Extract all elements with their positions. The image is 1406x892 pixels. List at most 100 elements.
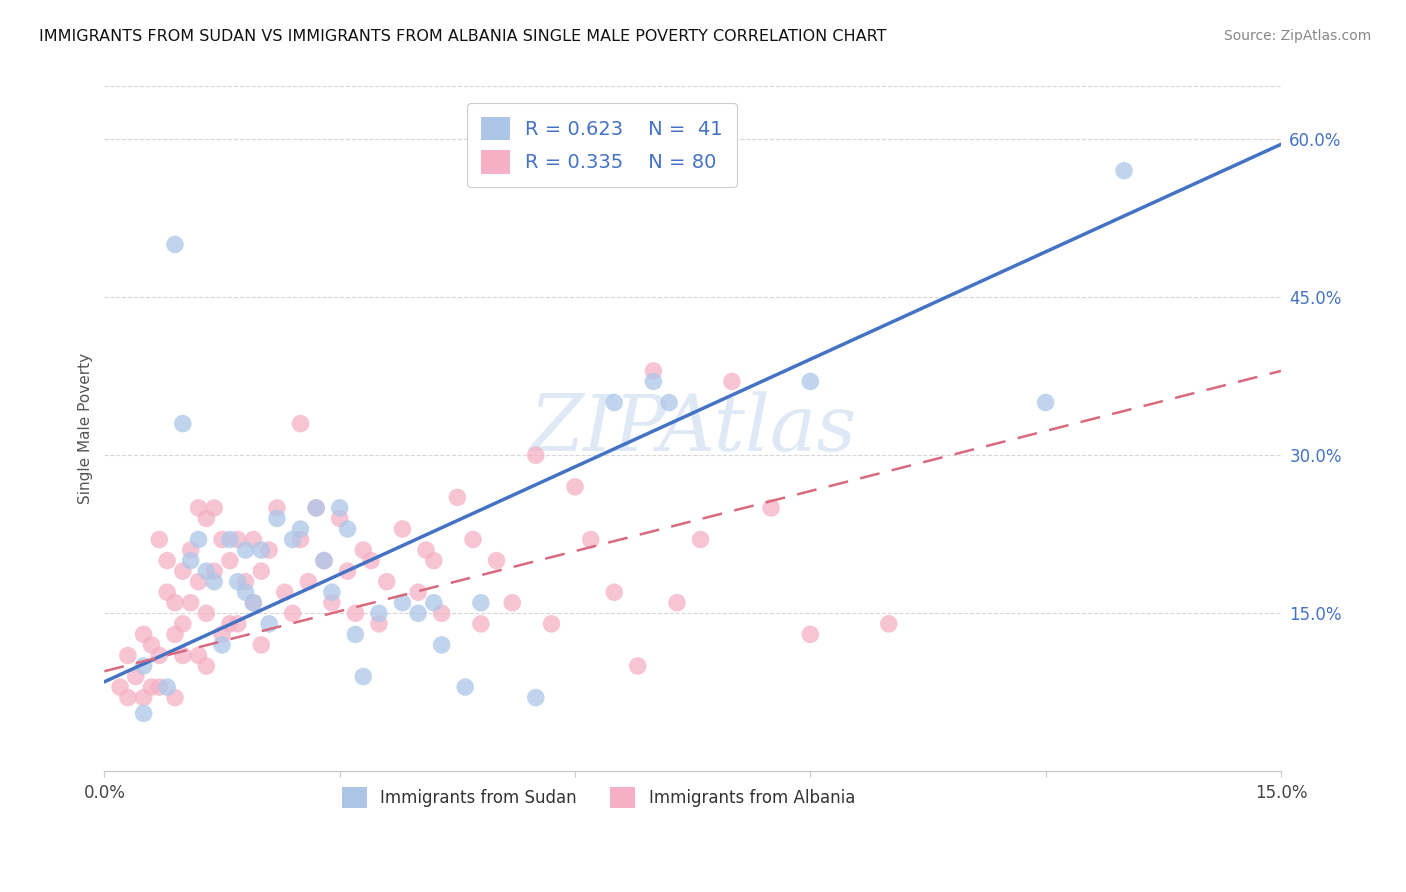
- Point: [336, 564, 359, 578]
- Point: [257, 616, 280, 631]
- Point: [312, 553, 335, 567]
- Point: [430, 607, 453, 621]
- Point: [257, 543, 280, 558]
- Point: [235, 585, 257, 599]
- Point: [195, 659, 218, 673]
- Point: [219, 616, 242, 631]
- Point: [461, 533, 484, 547]
- Point: [305, 500, 328, 515]
- Point: [415, 543, 437, 558]
- Point: [195, 564, 218, 578]
- Point: [156, 553, 179, 567]
- Point: [202, 564, 225, 578]
- Point: [423, 596, 446, 610]
- Legend: Immigrants from Sudan, Immigrants from Albania: Immigrants from Sudan, Immigrants from A…: [336, 780, 862, 814]
- Point: [336, 522, 359, 536]
- Point: [108, 680, 131, 694]
- Point: [643, 364, 665, 378]
- Point: [202, 574, 225, 589]
- Point: [454, 680, 477, 694]
- Point: [665, 596, 688, 610]
- Point: [540, 616, 562, 631]
- Point: [274, 585, 297, 599]
- Point: [290, 533, 312, 547]
- Point: [603, 585, 626, 599]
- Point: [163, 237, 186, 252]
- Point: [226, 574, 249, 589]
- Point: [297, 574, 319, 589]
- Point: [132, 706, 155, 721]
- Point: [235, 574, 257, 589]
- Point: [321, 585, 343, 599]
- Point: [643, 375, 665, 389]
- Point: [125, 669, 148, 683]
- Point: [1112, 163, 1135, 178]
- Point: [250, 543, 273, 558]
- Point: [235, 543, 257, 558]
- Point: [564, 480, 586, 494]
- Y-axis label: Single Male Poverty: Single Male Poverty: [79, 353, 93, 505]
- Point: [360, 553, 382, 567]
- Point: [446, 491, 468, 505]
- Point: [658, 395, 681, 409]
- Point: [156, 680, 179, 694]
- Point: [219, 553, 242, 567]
- Point: [187, 500, 209, 515]
- Point: [163, 596, 186, 610]
- Point: [352, 543, 374, 558]
- Point: [242, 533, 264, 547]
- Point: [226, 533, 249, 547]
- Point: [391, 522, 413, 536]
- Point: [406, 607, 429, 621]
- Point: [329, 500, 352, 515]
- Point: [406, 585, 429, 599]
- Point: [877, 616, 900, 631]
- Point: [470, 596, 492, 610]
- Point: [423, 553, 446, 567]
- Point: [344, 627, 367, 641]
- Point: [242, 596, 264, 610]
- Point: [172, 648, 194, 663]
- Point: [603, 395, 626, 409]
- Point: [344, 607, 367, 621]
- Point: [367, 607, 389, 621]
- Point: [141, 680, 163, 694]
- Point: [305, 500, 328, 515]
- Point: [180, 553, 202, 567]
- Point: [211, 627, 233, 641]
- Point: [180, 596, 202, 610]
- Text: Source: ZipAtlas.com: Source: ZipAtlas.com: [1223, 29, 1371, 43]
- Point: [266, 511, 288, 525]
- Point: [352, 669, 374, 683]
- Point: [721, 375, 744, 389]
- Point: [180, 543, 202, 558]
- Point: [281, 533, 304, 547]
- Point: [430, 638, 453, 652]
- Point: [132, 690, 155, 705]
- Point: [312, 553, 335, 567]
- Point: [211, 533, 233, 547]
- Point: [524, 690, 547, 705]
- Point: [163, 627, 186, 641]
- Point: [501, 596, 523, 610]
- Point: [329, 511, 352, 525]
- Point: [290, 522, 312, 536]
- Point: [367, 616, 389, 631]
- Point: [141, 638, 163, 652]
- Point: [187, 648, 209, 663]
- Point: [202, 500, 225, 515]
- Point: [250, 564, 273, 578]
- Point: [242, 596, 264, 610]
- Point: [172, 616, 194, 631]
- Point: [172, 417, 194, 431]
- Point: [195, 607, 218, 621]
- Point: [156, 585, 179, 599]
- Point: [117, 648, 139, 663]
- Point: [250, 638, 273, 652]
- Point: [391, 596, 413, 610]
- Point: [266, 500, 288, 515]
- Point: [485, 553, 508, 567]
- Point: [148, 648, 170, 663]
- Point: [689, 533, 711, 547]
- Point: [211, 638, 233, 652]
